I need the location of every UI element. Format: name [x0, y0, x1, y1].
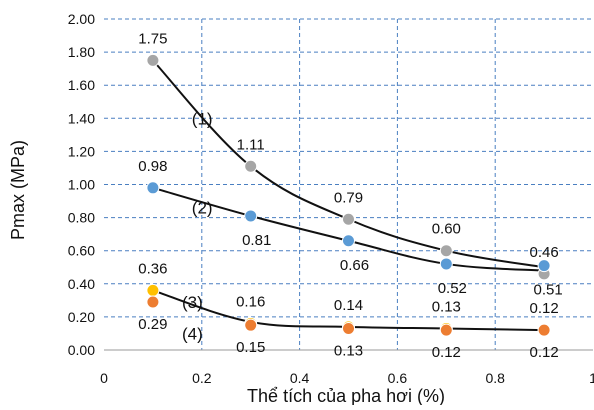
- y-tick-label: 1.20: [68, 143, 95, 159]
- series-4-marker: [342, 321, 355, 335]
- series-4-data-label: 0.15: [236, 339, 265, 356]
- series-1-data-label: 1.75: [138, 30, 167, 47]
- y-tick-label: 0.80: [68, 210, 95, 226]
- y-tick-label: 1.80: [68, 44, 95, 60]
- y-axis-title: Pmax (MPa): [8, 140, 28, 240]
- series-1-data-label: 0.60: [432, 221, 461, 238]
- y-tick-label: 0.20: [68, 309, 95, 325]
- y-tick-label: 1.60: [68, 77, 95, 93]
- series-1-data-label: 0.46: [529, 244, 558, 261]
- x-tick-label: 0.2: [192, 370, 212, 386]
- x-tick-label: 0.4: [290, 370, 310, 386]
- series-4-marker: [439, 323, 453, 337]
- series-2-marker: [342, 234, 355, 248]
- y-tick-label: 1.00: [68, 177, 95, 193]
- series-3-data-label: 0.14: [334, 297, 363, 314]
- x-tick-label: 0: [100, 370, 108, 386]
- series-4-data-label: 0.29: [138, 316, 167, 333]
- series-2-name-label: (2): [192, 199, 213, 218]
- series-2-marker: [146, 181, 160, 195]
- series-4-marker: [244, 318, 258, 332]
- series-1-marker: [439, 244, 453, 258]
- y-tick-label: 0.60: [68, 243, 95, 259]
- series-2-data-label: 0.98: [138, 158, 167, 175]
- series-4-data-label: 0.12: [529, 344, 558, 361]
- series-2-data-label: 0.66: [340, 257, 369, 274]
- series-3-marker: [146, 283, 160, 297]
- series-1-marker: [342, 212, 355, 226]
- series-3-data-label: 0.13: [432, 298, 461, 315]
- series-3-data-label: 0.36: [138, 260, 167, 277]
- series-4-marker: [537, 323, 551, 337]
- x-axis-title: Thể tích của pha hơi (%): [247, 386, 445, 405]
- series-1-marker: [244, 159, 258, 173]
- series-2-marker: [439, 257, 453, 271]
- series-1-marker: [146, 53, 160, 67]
- series-3-name-label: (3): [182, 293, 203, 312]
- series-2-marker: [244, 209, 258, 223]
- series-3-data-label: 0.12: [529, 300, 558, 317]
- series-2-data-label: 0.52: [438, 280, 467, 297]
- series-3-data-label: 0.16: [236, 294, 265, 311]
- series-4-data-label: 0.12: [432, 344, 461, 361]
- y-tick-label: 2.00: [68, 11, 95, 27]
- series-4-name-label: (4): [182, 324, 203, 343]
- x-tick-label: 1: [589, 370, 594, 386]
- series-1-name-label: (1): [192, 109, 213, 128]
- y-tick-label: 0.40: [68, 276, 95, 292]
- series-2-data-label: 0.81: [242, 232, 271, 249]
- series-2-marker: [537, 259, 551, 273]
- series-1-data-label: 1.11: [237, 136, 265, 153]
- grid-group: [104, 18, 593, 350]
- x-tick-label: 0.8: [485, 370, 505, 386]
- series-4-data-label: 0.13: [334, 342, 363, 359]
- series-4-marker: [146, 295, 160, 309]
- series-1-data-label: 0.79: [334, 189, 363, 206]
- y-tick-label: 1.40: [68, 110, 95, 126]
- series-2-data-label: 0.51: [533, 282, 562, 299]
- y-tick-label: 0.00: [68, 342, 95, 358]
- x-tick-label: 0.6: [388, 370, 408, 386]
